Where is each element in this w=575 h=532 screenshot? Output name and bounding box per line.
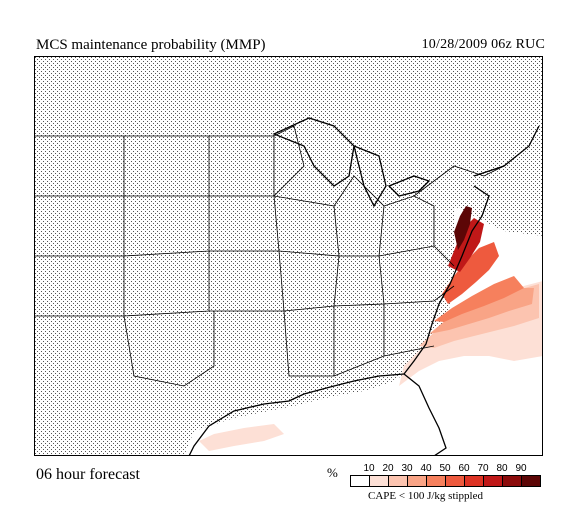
legend-unit: % [327, 465, 338, 480]
legend-swatch-9 [522, 476, 540, 486]
legend-swatch-0 [351, 476, 370, 486]
map-panel [34, 56, 543, 456]
legend-label-20: 20 [382, 463, 394, 474]
legend-label-30: 30 [401, 463, 413, 474]
legend-swatch-2 [389, 476, 408, 486]
mmp-shading [199, 206, 543, 451]
mmp-shade-30 [429, 288, 534, 334]
legend-label-90: 90 [515, 463, 527, 474]
legend-label-60: 60 [458, 463, 470, 474]
legend-note: CAPE < 100 J/kg stippled [368, 490, 483, 502]
legend-label-40: 40 [420, 463, 432, 474]
legend-labels: 10 20 30 40 50 60 70 80 90 [350, 463, 530, 475]
legend-label-50: 50 [439, 463, 451, 474]
legend-swatch-3 [408, 476, 427, 486]
legend-color-bar [350, 475, 541, 487]
coastline [188, 117, 540, 456]
mmp-shade-60 [442, 242, 499, 304]
legend-swatch-4 [427, 476, 446, 486]
legend-label-80: 80 [496, 463, 508, 474]
legend-label-70: 70 [477, 463, 489, 474]
map-frame [34, 56, 543, 456]
legend-swatch-7 [484, 476, 503, 486]
legend-swatch-6 [465, 476, 484, 486]
state-borders [34, 125, 505, 387]
legend-swatch-8 [503, 476, 522, 486]
legend-label-10: 10 [363, 463, 375, 474]
run-info: 10/28/2009 06z RUC [421, 37, 545, 52]
mmp-shade-10-b [199, 424, 284, 451]
legend-swatch-1 [370, 476, 389, 486]
mmp-shade-40 [434, 276, 524, 322]
legend-swatch-5 [446, 476, 465, 486]
map-title: MCS maintenance probability (MMP) [36, 37, 266, 53]
mmp-shade-90 [454, 206, 472, 250]
forecast-label: 06 hour forecast [36, 466, 140, 483]
